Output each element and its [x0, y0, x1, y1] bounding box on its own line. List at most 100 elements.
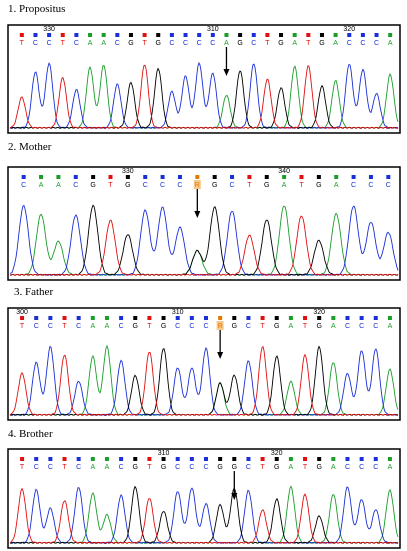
base-marker: [306, 33, 311, 37]
base-marker: [76, 457, 81, 461]
base-marker: [299, 175, 304, 179]
arrow-head: [223, 69, 230, 76]
base-call: C: [73, 182, 78, 189]
position-label: 310: [172, 309, 184, 316]
base-marker: [204, 316, 208, 320]
arrow-head: [194, 211, 201, 218]
base-call: G: [125, 182, 130, 189]
base-marker: [292, 33, 297, 37]
base-marker: [19, 33, 24, 37]
base-call: C: [169, 40, 174, 47]
base-marker: [133, 316, 138, 320]
base-call: G: [161, 464, 166, 471]
base-call: G: [319, 40, 324, 47]
base-marker: [288, 316, 293, 320]
base-call: C: [183, 40, 188, 47]
base-call: A: [334, 182, 339, 189]
base-call: C: [160, 182, 165, 189]
panel-title: 2. Mother: [8, 141, 52, 153]
base-marker: [197, 33, 202, 37]
base-marker: [76, 316, 81, 320]
base-call: A: [56, 182, 61, 189]
base-marker: [388, 33, 393, 37]
base-marker: [74, 33, 79, 37]
base-marker: [232, 457, 237, 461]
position-label: 320: [313, 309, 325, 316]
base-marker: [175, 457, 180, 461]
base-call: T: [260, 323, 265, 330]
base-marker: [230, 175, 235, 179]
trace: [9, 486, 399, 545]
base-call: C: [76, 464, 81, 471]
base-marker: [282, 175, 287, 179]
base-call: C: [143, 182, 148, 189]
base-call: C: [203, 464, 208, 471]
base-marker: [20, 316, 25, 320]
base-marker: [133, 457, 138, 461]
base-marker: [119, 457, 124, 461]
base-call: C: [197, 40, 202, 47]
base-call: G: [278, 40, 283, 47]
base-marker: [90, 457, 95, 461]
base-marker: [39, 175, 44, 179]
base-marker: [317, 457, 322, 461]
base-marker: [279, 33, 284, 37]
base-marker: [177, 175, 182, 179]
base-call: C: [374, 40, 379, 47]
base-marker: [20, 457, 25, 461]
base-marker: [108, 175, 113, 179]
base-marker: [128, 33, 133, 37]
base-call: G: [316, 323, 321, 330]
base-marker: [224, 33, 229, 37]
base-call: C: [230, 182, 235, 189]
base-call: C: [21, 182, 26, 189]
base-marker: [212, 175, 217, 179]
base-call: T: [260, 464, 265, 471]
base-call: A: [90, 464, 95, 471]
base-call: G: [316, 464, 321, 471]
base-call: T: [142, 40, 147, 47]
base-marker: [333, 33, 338, 37]
base-marker: [303, 316, 308, 320]
base-marker: [142, 33, 147, 37]
base-marker: [264, 175, 269, 179]
base-marker: [48, 316, 53, 320]
base-call: T: [62, 464, 67, 471]
trace: [9, 215, 399, 277]
base-marker: [317, 316, 322, 320]
base-call: R: [195, 182, 200, 189]
base-call: T: [20, 464, 25, 471]
base-call: A: [88, 40, 93, 47]
base-call: T: [62, 323, 67, 330]
base-call: T: [303, 464, 308, 471]
base-marker: [115, 33, 120, 37]
base-marker: [125, 175, 130, 179]
base-marker: [359, 457, 364, 461]
panel-title: 3. Father: [14, 286, 53, 298]
base-call: A: [331, 323, 336, 330]
base-marker: [73, 175, 78, 179]
base-call: G: [264, 182, 269, 189]
trace: [9, 487, 399, 545]
base-call: G: [212, 182, 217, 189]
base-call: A: [289, 323, 294, 330]
base-marker: [260, 316, 265, 320]
base-marker: [33, 33, 38, 37]
base-marker: [119, 316, 124, 320]
base-marker: [160, 175, 165, 179]
base-marker: [143, 175, 148, 179]
base-call: C: [246, 464, 251, 471]
arrow-head: [231, 493, 238, 500]
base-call: C: [189, 323, 194, 330]
base-call: G: [133, 323, 138, 330]
base-marker: [265, 33, 270, 37]
base-call: A: [388, 323, 393, 330]
base-marker: [62, 457, 67, 461]
base-call: C: [175, 464, 180, 471]
position-label: 310: [158, 450, 170, 457]
base-call: C: [33, 40, 38, 47]
base-marker: [34, 316, 39, 320]
trace: [9, 61, 399, 130]
base-marker: [238, 33, 243, 37]
base-call: G: [232, 464, 237, 471]
